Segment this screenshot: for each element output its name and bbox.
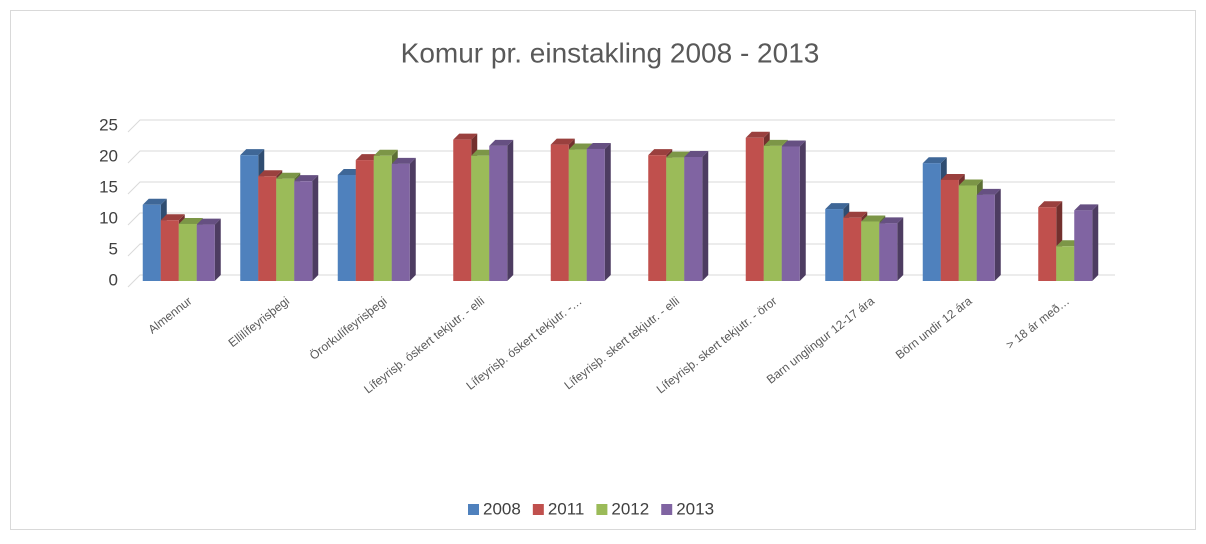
bar-top [684,151,709,157]
y-tick-label: 10 [99,208,118,227]
bar-top [745,131,770,138]
bar [1074,210,1093,281]
bar-top [825,203,850,210]
bar [648,155,667,281]
grid-line [127,119,1115,133]
bar-top [568,143,593,150]
bar [666,157,685,281]
bar [489,145,508,281]
bar-top [843,211,868,218]
bar-side [897,217,904,281]
bar [258,176,277,281]
bar [373,155,392,281]
bar [142,204,161,281]
bar-top [861,215,886,222]
bar [355,160,374,281]
bar-top [550,138,575,145]
y-tick-label: 25 [99,115,118,134]
bar-top [1074,204,1099,211]
bar-top [648,149,673,156]
bar-top [763,139,788,146]
bar-top [373,149,398,156]
bar-top [196,218,221,225]
bar-side [507,139,514,281]
bar-side [1092,204,1099,281]
bar [550,144,569,281]
legend-swatch [596,504,608,515]
bar [861,221,880,281]
bar [178,223,197,281]
bar [160,220,179,281]
bar-side [214,218,221,281]
bar-side [409,157,416,281]
bar [843,217,862,281]
bar [922,163,941,281]
bar-top [489,139,514,146]
bar-side [799,140,806,281]
bar [337,174,356,281]
bar-top [1038,201,1063,208]
bar-top [178,217,203,224]
bar [781,146,800,281]
bar [471,155,490,281]
bar-top [940,173,965,180]
bar-top [586,142,611,149]
bar-top [142,198,167,205]
chart-title: Komur pr. einstakling 2008 - 2013 [401,37,820,68]
bar-top [391,157,416,164]
bar-top [276,172,301,179]
bar [196,224,215,281]
bar [763,145,782,281]
bar [240,155,259,281]
legend-label: 2008 [483,499,521,518]
bar [568,149,587,281]
legend-swatch [532,504,544,515]
bar-top [160,214,185,221]
y-tick-label: 5 [109,239,118,258]
bar-side [604,142,611,281]
bar-top [453,133,478,140]
bar-side [702,151,709,281]
bar-top [879,217,904,224]
bar [958,185,977,281]
bar [825,209,844,281]
y-tick-label: 20 [99,146,118,165]
bar [976,194,995,281]
bar [684,157,703,281]
bar-side [312,175,319,281]
bar [940,179,959,281]
legend-label: 2012 [611,499,649,518]
bar [586,148,605,281]
legend-label: 2011 [548,499,585,518]
bar-top [240,149,265,156]
bar [745,137,764,281]
bar-top [294,175,319,182]
bar-side [994,188,1001,281]
bar [879,223,898,281]
bar [391,163,410,281]
legend-swatch [468,504,479,515]
bar [453,139,472,281]
legend-swatch [661,504,673,515]
bar [276,178,295,281]
y-tick-label: 0 [109,270,118,289]
bar-top [258,170,283,177]
bar-top [976,188,1001,195]
bar [294,181,313,281]
bar-top [666,151,691,158]
bar-top [958,179,983,186]
y-tick-label: 15 [99,177,118,196]
bar [1038,207,1057,281]
bar [1056,246,1075,281]
legend-label: 2013 [676,499,714,518]
bar-top [922,157,947,164]
bar-top [781,140,806,147]
